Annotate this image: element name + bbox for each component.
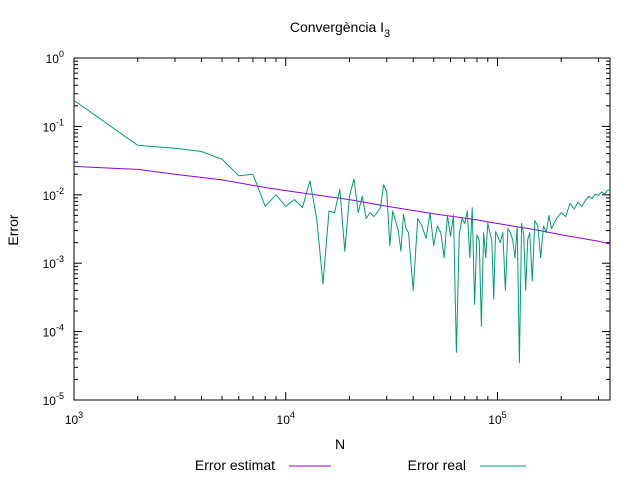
legend-label: Error real [408,457,466,473]
y-tick-label: 10-3 [43,254,64,271]
chart-title: Convergència I3 [290,19,390,40]
legend-label: Error estimat [195,457,275,473]
y-tick-label: 10-1 [43,117,64,134]
y-tick-label: 10-2 [43,186,64,203]
x-tick-label: 105 [488,410,506,427]
legend: Error estimat Error real [195,457,526,473]
series-lines [73,99,611,364]
chart-title-subscript: 3 [384,28,390,40]
y-tick-label: 10-4 [43,323,64,340]
x-axis-label: N [335,436,345,452]
y-tick-label: 100 [46,49,64,66]
plot-area [73,57,611,401]
x-tick-label: 103 [65,410,83,427]
x-tick-label: 104 [277,410,295,427]
series-line-error-real [73,99,611,364]
y-axis-label: Error [5,214,21,245]
series-line-error-estimat [73,165,611,245]
y-tick-label: 10-5 [43,391,64,408]
